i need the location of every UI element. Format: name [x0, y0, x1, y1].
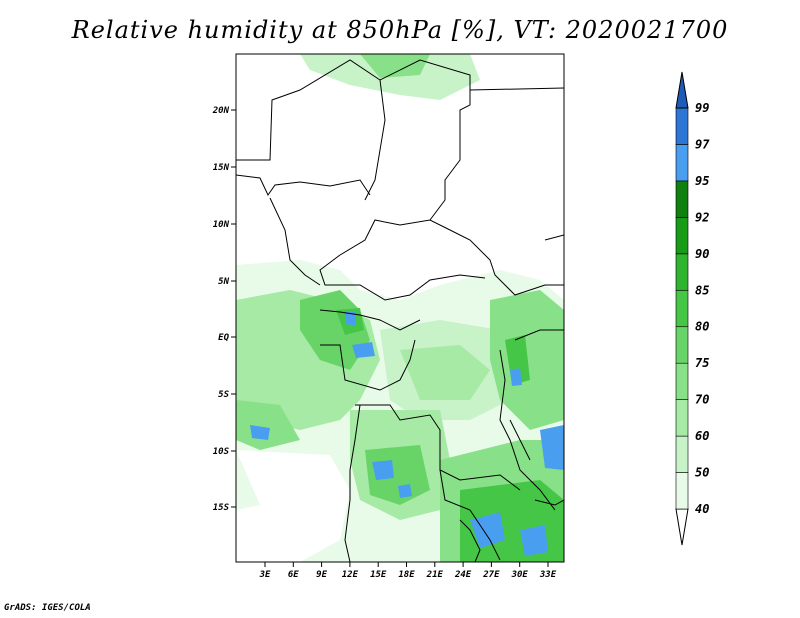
colorbar-label: 70 — [695, 393, 709, 407]
colorbar-low-cap — [675, 508, 689, 546]
country-borders — [236, 59, 564, 562]
colorbar-label: 40 — [695, 502, 709, 516]
lat-label: 10N — [213, 220, 230, 230]
colorbar-label: 95 — [695, 174, 709, 188]
colorbar-segment — [675, 180, 689, 218]
lat-label: 15S — [213, 503, 230, 513]
lat-label: 10S — [213, 447, 230, 457]
colorbar-segment — [675, 326, 689, 364]
lon-label: 6E — [288, 570, 299, 580]
humidity-field — [236, 54, 564, 562]
lon-label: 30E — [511, 570, 529, 580]
lon-label: 18E — [398, 570, 415, 580]
lon-label: 33E — [539, 570, 557, 580]
lat-label: 5N — [218, 277, 229, 287]
lon-label: 15E — [370, 570, 387, 580]
lat-label: 5S — [218, 390, 229, 400]
grads-credit: GrADS: IGES/COLA — [4, 603, 91, 613]
colorbar: 40 50 60 70 75 80 85 90 92 95 97 99 — [675, 71, 710, 546]
colorbar-segment — [675, 107, 689, 145]
colorbar-label: 85 — [695, 283, 709, 297]
colorbar-label: 75 — [695, 356, 709, 370]
colorbar-segment — [675, 217, 689, 255]
map-frame — [235, 53, 565, 563]
colorbar-label: 99 — [695, 101, 709, 115]
colorbar-label: 90 — [695, 247, 709, 261]
lon-label: 12E — [342, 570, 359, 580]
longitude-axis: 3E 6E 9E 12E 15E 18E 21E 24E 27E 30E 33E — [259, 562, 557, 580]
colorbar-high-cap — [675, 71, 689, 109]
colorbar-segment — [675, 472, 689, 510]
colorbar-segment — [675, 399, 689, 437]
colorbar-label: 80 — [695, 320, 709, 334]
latitude-axis: 20N 15N 10N 5N EQ 5S 10S 15S — [212, 106, 236, 513]
lon-label: 27E — [482, 570, 500, 580]
lat-label: EQ — [218, 333, 229, 343]
colorbar-label: 50 — [695, 466, 709, 480]
colorbar-label: 97 — [695, 137, 710, 151]
lon-label: 3E — [259, 570, 271, 580]
colorbar-segment — [675, 435, 689, 473]
lon-label: 9E — [316, 570, 327, 580]
lat-label: 15N — [213, 163, 230, 173]
lat-label: 20N — [212, 106, 230, 116]
colorbar-label: 60 — [695, 429, 709, 443]
colorbar-segment — [675, 362, 689, 400]
colorbar-segment — [675, 253, 689, 291]
colorbar-segment — [675, 144, 689, 182]
colorbar-segment — [675, 289, 689, 328]
lon-label: 21E — [426, 570, 444, 580]
colorbar-label: 92 — [695, 210, 709, 224]
lon-label: 24E — [454, 570, 472, 580]
map-title: Relative humidity at 850hPa [%], VT: 202… — [71, 16, 729, 44]
